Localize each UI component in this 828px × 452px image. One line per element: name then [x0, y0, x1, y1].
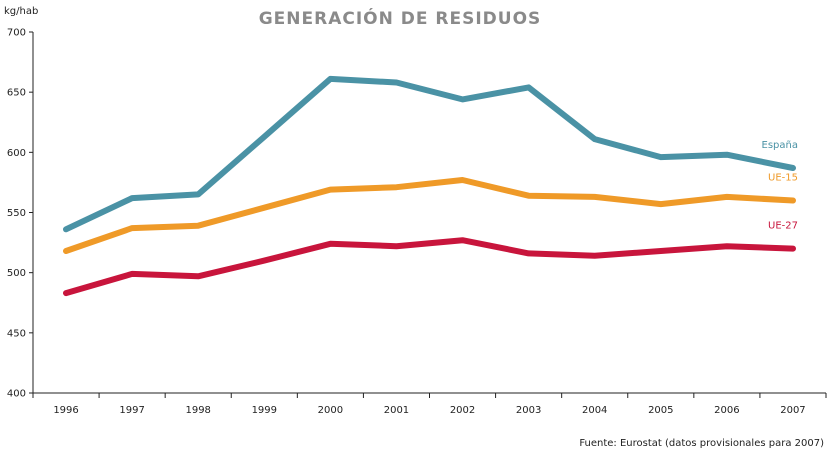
y-axis-unit-label: kg/hab — [4, 6, 38, 17]
source-note: Fuente: Eurostat (datos provisionales pa… — [579, 438, 824, 449]
y-tick-label: 600 — [7, 148, 26, 159]
x-tick-label: 2004 — [582, 405, 607, 416]
x-tick-label: 2003 — [516, 405, 541, 416]
series-line-1 — [63, 177, 796, 254]
x-tick-label: 2000 — [318, 405, 343, 416]
series-line-2 — [63, 237, 796, 297]
series-label-1: UE-15 — [768, 172, 798, 183]
y-tick-label: 700 — [7, 28, 26, 39]
y-tick-label: 550 — [7, 208, 26, 219]
chart-title: GENERACIÓN DE RESIDUOS — [259, 7, 542, 29]
x-tick-label: 1996 — [53, 405, 78, 416]
x-tick-label: 2006 — [714, 405, 739, 416]
series-label-2: UE-27 — [768, 221, 798, 232]
x-tick-label: 1999 — [252, 405, 277, 416]
y-tick-label: 450 — [7, 328, 26, 339]
y-tick-label: 400 — [7, 389, 26, 400]
x-tick-label: 2007 — [780, 405, 805, 416]
series-group: España UE-15 UE-27 — [63, 75, 798, 297]
x-tick-label: 1998 — [185, 405, 210, 416]
x-tick-label: 2001 — [384, 405, 409, 416]
x-tick-label: 1997 — [119, 405, 144, 416]
axes: 400 450 500 550 600 650 700 1996 1997 1998 1999 200… — [7, 28, 827, 416]
y-tick-label: 650 — [7, 88, 26, 99]
x-tick-label: 2002 — [450, 405, 475, 416]
series-label-0: España — [762, 140, 798, 151]
x-tick-label: 2005 — [648, 405, 673, 416]
y-tick-label: 500 — [7, 268, 26, 279]
series-line-0 — [63, 75, 796, 233]
